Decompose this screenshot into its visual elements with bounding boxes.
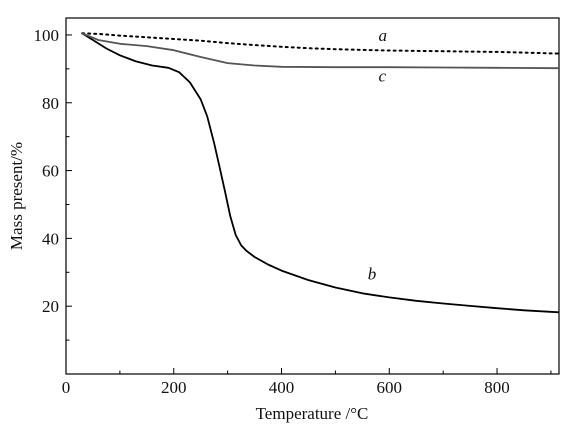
series-group xyxy=(81,32,560,314)
series-line-a xyxy=(81,32,560,55)
x-tick-label: 0 xyxy=(62,378,71,397)
y-axis-label: Mass present/% xyxy=(7,142,26,250)
series-label-c: c xyxy=(379,66,387,85)
y-tick-label: 80 xyxy=(42,94,59,113)
y-tick-label: 100 xyxy=(34,26,60,45)
y-tick-label: 60 xyxy=(42,162,59,181)
x-tick-label: 400 xyxy=(269,378,295,397)
y-tick-label: 20 xyxy=(42,297,59,316)
y-tick-label: 40 xyxy=(42,229,59,248)
x-axis-label: Temperature /°C xyxy=(256,404,369,423)
series-annotations: a c b xyxy=(368,26,387,284)
plot-frame xyxy=(65,17,560,375)
x-tick-label: 800 xyxy=(484,378,510,397)
axis-ticks: 0 200 400 600 800 20 40 60 80 100 xyxy=(34,26,552,397)
x-tick-label: 600 xyxy=(377,378,403,397)
series-label-a: a xyxy=(379,26,388,45)
series-line-b xyxy=(81,32,560,314)
series-label-b: b xyxy=(368,265,377,284)
series-line-c xyxy=(81,32,560,70)
x-tick-label: 200 xyxy=(161,378,187,397)
